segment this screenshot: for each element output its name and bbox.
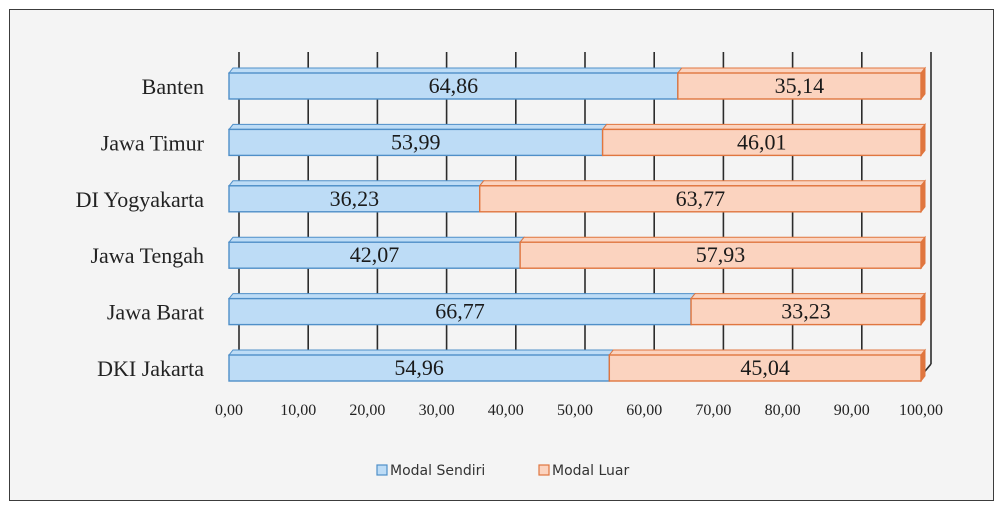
category-label: Jawa Tengah: [90, 243, 204, 268]
x-tick-label: 20,00: [349, 402, 385, 419]
chart-frame: 0,00 10,00 20,00 30,00 40,00 50,00 60,00 70,00 8…: [9, 9, 994, 501]
category-label: Banten: [142, 74, 204, 99]
bar-segment: [228, 297, 692, 326]
x-tick-label: 30,00: [419, 402, 455, 419]
x-tick-label: 50,00: [557, 402, 593, 419]
legend-swatch: [538, 464, 550, 476]
x-tick-label: 60,00: [626, 402, 662, 419]
legend-swatch: [376, 464, 388, 476]
data-label: 35,14: [775, 73, 825, 98]
legend-entry: Modal Luar: [552, 463, 629, 479]
data-label: 45,04: [740, 355, 790, 380]
data-label: 53,99: [391, 129, 441, 154]
x-tick-label: 100,00: [899, 402, 943, 419]
data-label: 63,77: [676, 186, 726, 211]
bar-segment: [479, 185, 922, 213]
category-label: Jawa Timur: [101, 130, 205, 155]
data-label: 36,23: [330, 186, 380, 211]
bar-segment: [228, 354, 611, 382]
bar-segment: [608, 354, 922, 382]
x-tick-label: 10,00: [280, 402, 316, 419]
bar-segment: [228, 72, 679, 100]
data-label: 46,01: [737, 129, 787, 154]
x-tick-label: 40,00: [488, 402, 524, 419]
bar-segment: [601, 128, 922, 157]
category-label: DI Yogyakarta: [76, 187, 205, 212]
x-tick-label: 0,00: [215, 402, 243, 419]
data-label: 57,93: [696, 242, 746, 267]
stacked-bar-chart: 0,00 10,00 20,00 30,00 40,00 50,00 60,00 70,00 8…: [76, 52, 943, 479]
data-label: 66,77: [435, 299, 485, 324]
x-tick-label: 80,00: [765, 402, 801, 419]
bar-segment: [677, 72, 922, 100]
data-label: 42,07: [350, 242, 400, 267]
data-label: 33,23: [781, 299, 831, 324]
category-label: Jawa Barat: [107, 300, 204, 325]
legend-entry: Modal Sendiri: [390, 463, 485, 479]
bar-segment: [228, 185, 481, 213]
bar-segment: [690, 297, 922, 326]
data-label: 54,96: [394, 355, 444, 380]
bar-segment: [519, 241, 922, 269]
x-tick-label: 90,00: [834, 402, 870, 419]
category-label: DKI Jakarta: [97, 356, 204, 381]
data-label: 64,86: [429, 73, 479, 98]
x-tick-label: 70,00: [695, 402, 731, 419]
